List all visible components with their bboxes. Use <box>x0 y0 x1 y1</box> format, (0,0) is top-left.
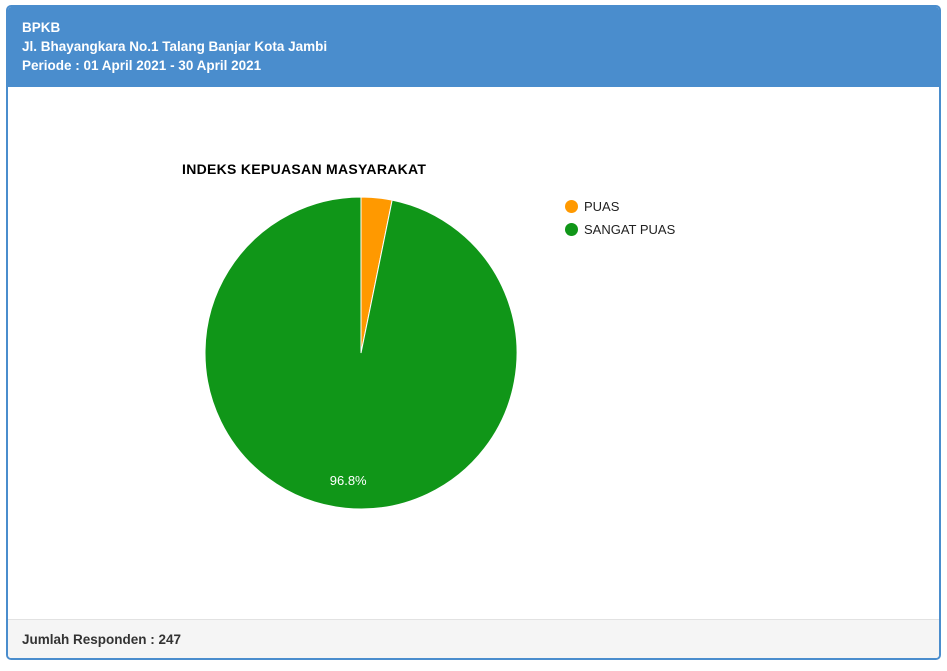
chart-legend: PUAS SANGAT PUAS <box>565 195 675 241</box>
report-card: BPKB Jl. Bhayangkara No.1 Talang Banjar … <box>6 5 941 660</box>
pie-slice-label: 96.8% <box>330 473 367 488</box>
legend-marker-icon <box>565 223 578 236</box>
pie-chart: 96.8% <box>204 196 518 510</box>
pie-slice-sangat-puas[interactable] <box>204 196 518 510</box>
report-body: INDEKS KEPUASAN MASYARAKAT 96.8% PUAS SAN… <box>8 87 939 619</box>
legend-label: SANGAT PUAS <box>584 222 676 237</box>
office-name: BPKB <box>22 20 61 35</box>
chart-title: INDEKS KEPUASAN MASYARAKAT <box>182 161 427 177</box>
legend-marker-icon <box>565 200 578 213</box>
respondents-count: Jumlah Responden : 247 <box>22 631 182 647</box>
report-footer: Jumlah Responden : 247 <box>8 619 939 658</box>
report-period: Periode : 01 April 2021 - 30 April 2021 <box>22 58 262 73</box>
legend-label: PUAS <box>584 199 620 214</box>
legend-item-sangat-puas[interactable]: SANGAT PUAS <box>565 218 675 241</box>
office-address: Jl. Bhayangkara No.1 Talang Banjar Kota … <box>22 39 328 54</box>
legend-item-puas[interactable]: PUAS <box>565 195 675 218</box>
report-header: BPKB Jl. Bhayangkara No.1 Talang Banjar … <box>8 7 939 87</box>
